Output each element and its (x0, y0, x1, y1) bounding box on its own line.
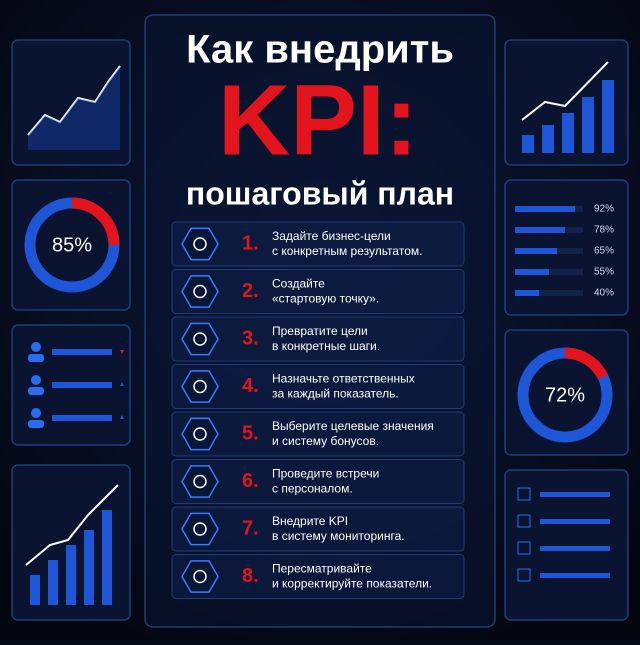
step-icon-glyph (193, 284, 207, 299)
bar-fill (515, 290, 539, 296)
step-text: Назначьте ответственных (272, 372, 415, 386)
step-icon (181, 322, 219, 356)
title-line: Как внедрить (186, 28, 454, 72)
decor-line (25, 484, 119, 566)
step-icon-glyph (193, 474, 207, 489)
step-text: и систему бонусов. (272, 434, 379, 448)
step-icon (181, 417, 219, 451)
side-panel (504, 39, 629, 166)
step-row (171, 506, 465, 552)
step-icon (181, 512, 219, 546)
title-kpi: KPI: (218, 64, 418, 176)
step-icon (181, 560, 219, 593)
step-number: 8. (242, 565, 259, 587)
checklist (517, 487, 610, 582)
step-number: 6. (242, 470, 259, 492)
bar-fill (515, 248, 557, 254)
step-text: с конкретным результатом. (272, 244, 422, 258)
step-row (171, 316, 465, 362)
decor-area (28, 66, 120, 150)
decor-bars (522, 80, 614, 153)
step-row (171, 554, 465, 599)
step-number: 7. (242, 517, 259, 539)
step-text: «стартовую точку». (272, 292, 379, 306)
percent-bars: 92% 78% 65% 55% 40% (515, 204, 614, 299)
bar-track (515, 290, 583, 296)
step-row (171, 269, 465, 314)
step-icon-glyph (193, 379, 207, 394)
step-text: Выберите целевые значения (272, 419, 434, 433)
step-number: 1. (242, 232, 259, 254)
bar-fill (515, 227, 565, 233)
step-row (171, 364, 465, 409)
side-panel (504, 179, 629, 316)
bar-label: 65% (594, 246, 614, 257)
bar-label: 55% (594, 267, 614, 278)
step-text: Создайте (272, 277, 325, 291)
step-text: Пересматривайте (272, 562, 372, 576)
step-icon-glyph (193, 522, 207, 536)
decor-bars (30, 510, 112, 605)
step-text: Превратите цели (272, 324, 368, 338)
step-icon (181, 227, 219, 261)
step-icon (181, 465, 219, 498)
step-icon-glyph (193, 332, 207, 346)
decor-line (521, 61, 609, 121)
bar-label: 40% (594, 288, 614, 299)
decor-line (27, 65, 121, 136)
step-row (171, 459, 465, 504)
step-row (171, 221, 465, 267)
step-icon-glyph (193, 237, 207, 251)
step-icon (181, 370, 219, 403)
donut-arc (71, 197, 120, 246)
donut-label: 85% (52, 234, 92, 256)
step-number: 5. (242, 422, 259, 444)
step-text: Задайте бизнес-цели (272, 229, 391, 243)
bar-fill (515, 269, 549, 275)
step-number: 2. (242, 280, 259, 302)
step-text: Внедрите KPI (272, 514, 348, 528)
donut-arc (564, 347, 608, 380)
people-list (28, 342, 124, 428)
bar-fill (515, 206, 575, 212)
step-text: и корректируйте показатели. (272, 577, 432, 591)
title-subline: пошаговый план (186, 175, 454, 211)
side-panel (11, 39, 131, 166)
step-number: 4. (242, 375, 259, 397)
side-panel (504, 469, 629, 621)
bar-label: 78% (594, 225, 614, 236)
donut-label: 72% (545, 384, 585, 406)
bar-label: 92% (594, 204, 614, 215)
step-text: Проведите встречи (272, 467, 379, 481)
step-text: в систему мониторинга. (272, 529, 405, 543)
step-text: с персоналом. (272, 482, 353, 496)
step-row (171, 411, 465, 457)
step-icon (181, 275, 219, 308)
step-number: 3. (242, 327, 259, 349)
step-text: за каждый показатель. (272, 387, 399, 401)
step-icon-glyph (193, 427, 207, 441)
step-icon-glyph (193, 569, 207, 584)
step-text: в конкретные шаги. (272, 339, 380, 353)
